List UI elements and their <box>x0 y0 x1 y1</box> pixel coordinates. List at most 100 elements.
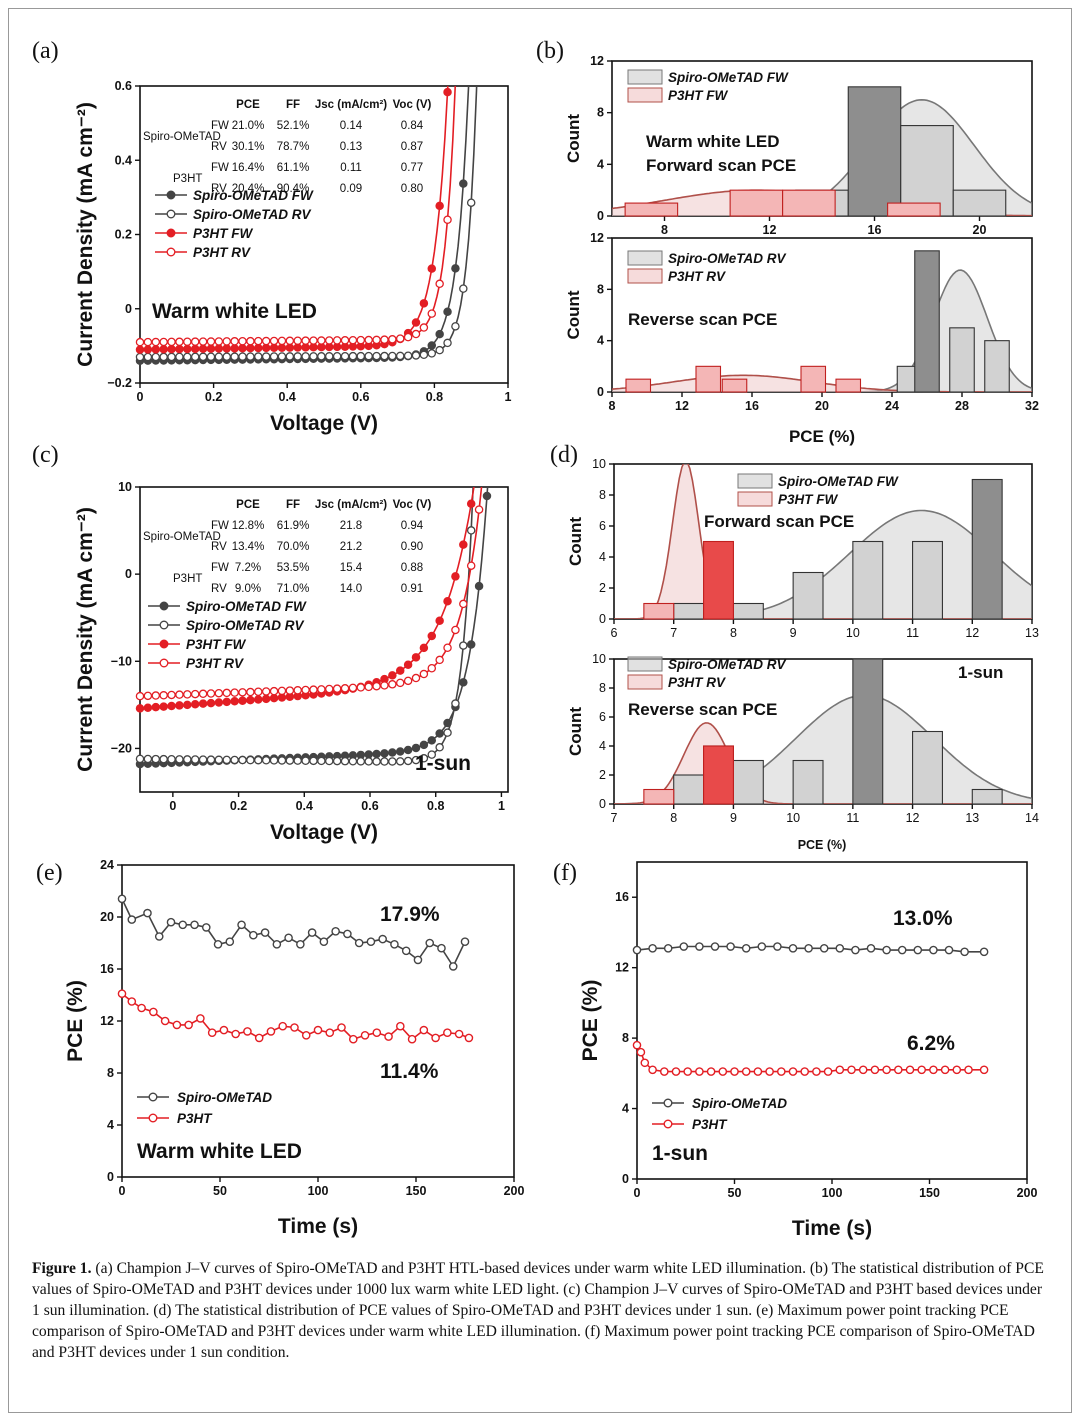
panel-e-frame <box>121 864 515 1178</box>
panel-b-top-ytick-label: 0 <box>597 209 604 223</box>
series-p3ht-point <box>648 1065 657 1075</box>
series-p3ht-rv-point <box>246 336 255 346</box>
series-p3ht-fw-point <box>175 344 184 354</box>
series-spiro-ometad-rv-point <box>230 755 239 765</box>
series-spiro-ometad-point <box>413 955 423 965</box>
legend-label: Spiro-OMeTAD FW <box>668 70 789 85</box>
table-cell-pce: 9.0% <box>235 583 261 595</box>
series-spiro-ometad-point <box>307 928 317 937</box>
series-spiro-ometad-rv-point <box>183 352 192 362</box>
series-p3ht-point <box>905 1065 915 1075</box>
series-spiro-ometad-fw-point <box>364 750 373 759</box>
p3ht-fit-area <box>614 464 1032 619</box>
series-spiro-ometad-rv-point <box>190 755 200 764</box>
series-spiro-ometad-point <box>296 940 305 949</box>
legend-marker <box>159 601 169 611</box>
panel-a-ytick-label: −0.2 <box>107 376 132 390</box>
series-p3ht-rv-point <box>214 337 224 346</box>
series-spiro-ometad-rv-point <box>301 756 310 765</box>
series-spiro-ometad-rv-point <box>206 352 216 361</box>
series-p3ht-point <box>882 1065 891 1075</box>
panel-b-xlabel: PCE (%) <box>789 427 855 446</box>
series-p3ht-rv-point <box>474 505 484 514</box>
panel-d-top-annotation: Forward scan PCE <box>704 512 854 531</box>
series-p3ht-fw-point <box>419 643 429 653</box>
series-p3ht-rv-point <box>380 681 389 690</box>
series-p3ht-point <box>741 1067 751 1076</box>
table-cell-scan: FW <box>211 162 229 174</box>
series-p3ht-rv-point <box>325 684 334 694</box>
panel-b-top-xtick-label: 16 <box>868 223 882 237</box>
series-p3ht-rv-point <box>395 334 405 343</box>
series-p3ht-rv-point <box>301 685 310 695</box>
series-p3ht-point <box>219 1025 229 1035</box>
series-p3ht-fw-point <box>222 697 231 707</box>
series-spiro-ometad-fw-point <box>474 581 484 591</box>
table-cell-jsc: 0.14 <box>340 120 363 132</box>
panel-b-bottom-ytick-label: 4 <box>597 334 604 348</box>
series-spiro-ometad-point <box>960 947 969 957</box>
panel-d-bottom-xtick-label: 8 <box>670 811 677 825</box>
series-spiro-ometad-point <box>773 942 782 951</box>
series-spiro-ometad-point <box>127 915 137 924</box>
panel-e-ytick-label: 16 <box>100 962 114 976</box>
table-cell-pce: 20.4% <box>232 183 265 195</box>
series-p3ht-point <box>894 1065 903 1075</box>
series-spiro-ometad-point <box>866 943 876 953</box>
legend-label: Spiro-OMeTAD FW <box>778 474 899 489</box>
series-spiro-ometad-rv-point <box>159 754 168 764</box>
legend-marker <box>148 1113 158 1123</box>
panel-a-annotation: Warm white LED <box>152 300 317 323</box>
spiro-bar <box>792 571 824 620</box>
table-group-label: P3HT <box>173 573 202 585</box>
series-spiro-ometad-point <box>897 945 907 955</box>
series-spiro-ometad-rv-point <box>356 351 366 361</box>
series-spiro-ometad-rv-point <box>238 352 247 361</box>
table-cell-pce: 7.2% <box>235 562 261 574</box>
panel-e-final-spiro: 17.9% <box>380 903 440 926</box>
panel-b-top-ytick-label: 4 <box>597 157 604 171</box>
spiro-bar <box>847 86 902 217</box>
series-p3ht-point <box>325 1028 335 1037</box>
table-cell-scan: FW <box>211 120 229 132</box>
series-p3ht-rv-point <box>435 655 444 665</box>
panel-b-bottom-annotation: Reverse scan PCE <box>628 310 777 329</box>
spiro-bar <box>912 540 943 620</box>
series-p3ht-rv-point <box>293 686 302 695</box>
legend-label: P3HT RV <box>668 269 726 284</box>
panel-d-top-ytick-label: 8 <box>599 488 606 502</box>
panel-c-xtick-label: 1 <box>498 799 505 813</box>
panel-b-annotation-line1: Warm white LED <box>646 132 780 151</box>
series-spiro-ometad-rv-point <box>459 641 468 650</box>
series-p3ht-rv-point <box>411 329 421 339</box>
spiro-bar <box>971 478 1003 620</box>
series-spiro-ometad-rv-point <box>143 352 153 362</box>
panel-d-bottom-annotation: Reverse scan PCE <box>628 700 777 719</box>
legend-label: P3HT FW <box>186 637 247 652</box>
series-p3ht-rv-point <box>206 689 216 698</box>
panel-e-annotation: Warm white LED <box>137 1140 302 1163</box>
legend-marker <box>159 658 169 668</box>
panel-c-frame <box>139 486 509 793</box>
series-p3ht-fw-point <box>167 701 176 711</box>
series-p3ht-rv-point <box>356 335 366 345</box>
table-cell-pce: 16.4% <box>232 162 265 174</box>
series-spiro-ometad-rv-point <box>269 352 279 361</box>
legend-label: P3HT FW <box>193 226 254 241</box>
panel-d-bottom-xtick-label: 14 <box>1025 811 1039 825</box>
legend-swatch-spiro <box>737 473 773 489</box>
series-p3ht-rv-point <box>151 337 161 347</box>
series-p3ht-rv-point <box>238 336 247 346</box>
series-p3ht-fw-point <box>135 704 145 713</box>
series-spiro-ometad-rv-point <box>246 755 255 765</box>
series-spiro-ometad-rv-point <box>325 756 334 766</box>
legend-label: P3HT FW <box>668 88 729 103</box>
series-p3ht-fw-point <box>214 344 224 353</box>
panel-b-bottom-ytick-label: 12 <box>590 231 604 245</box>
panel-f-xtick-label: 100 <box>822 1186 843 1200</box>
panel-b-bottom-xtick-label: 16 <box>745 399 759 413</box>
series-p3ht-point <box>149 1007 158 1017</box>
legend-marker <box>159 639 169 649</box>
p3ht-bar <box>703 745 734 805</box>
series-p3ht-rv-point <box>159 337 168 347</box>
